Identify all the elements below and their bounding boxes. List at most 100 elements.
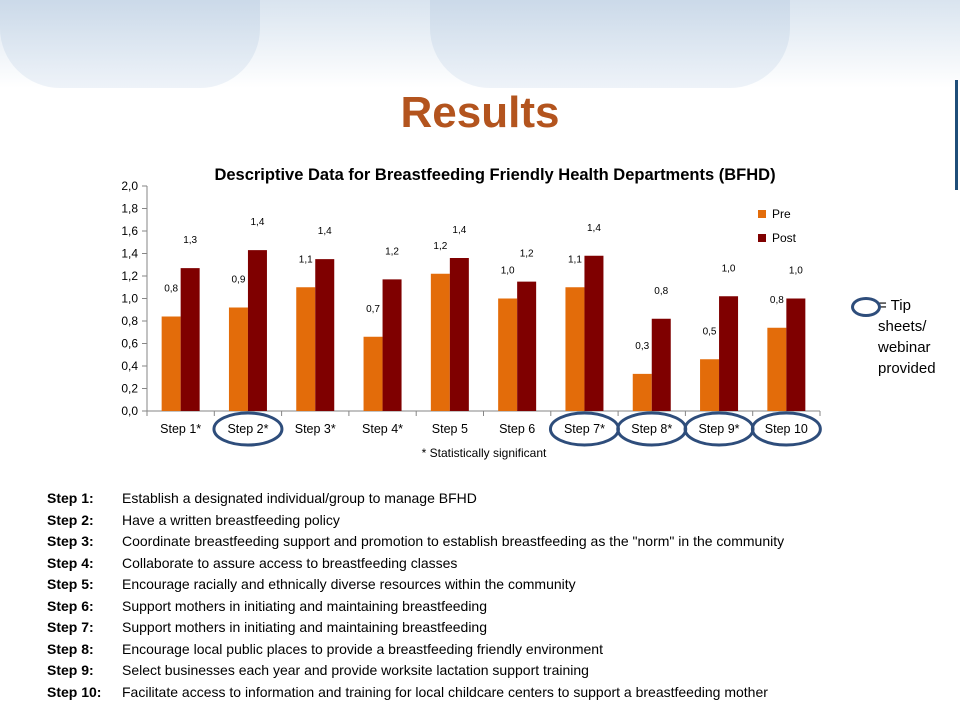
tip-sheet-note: = Tip sheets/ webinar provided	[850, 295, 940, 379]
step-description: Encourage local public places to provide…	[122, 640, 603, 657]
step-legend-list: Step 1: Establish a designated individual…	[47, 488, 947, 703]
x-category-label: Step 4*	[362, 422, 403, 436]
x-category-label: Step 6	[499, 422, 535, 436]
data-label: 1,2	[433, 241, 447, 252]
step-row: Step 1: Establish a designated individual…	[47, 488, 947, 510]
bar-post	[382, 279, 402, 411]
step-row: Step 5: Encourage racially and ethnically…	[47, 574, 947, 596]
x-category-label: Step 5	[432, 422, 468, 436]
step-description: Encourage racially and ethnically divers…	[122, 576, 576, 592]
step-label: Step 6:	[47, 597, 94, 614]
data-label: 0,9	[231, 275, 245, 286]
step-label: Step 5:	[47, 576, 94, 592]
bar-pre	[632, 373, 652, 411]
y-tick-label: 1,8	[121, 202, 138, 216]
y-tick-label: 1,2	[121, 269, 138, 283]
data-label: 0,8	[654, 286, 668, 297]
bar-pre	[161, 316, 181, 411]
step-row: Step 6: Support mothers in initiating and…	[47, 596, 947, 618]
step-row: Step 8: Encourage local public places to …	[47, 639, 947, 661]
y-tick-label: 0,4	[121, 359, 138, 373]
chart-footnote: * Statistically significant	[422, 446, 547, 460]
step-description: Collaborate to assure access to breastfe…	[122, 554, 458, 571]
step-label: Step 10:	[47, 683, 102, 700]
data-label: 1,4	[452, 225, 466, 236]
y-tick-label: 1,0	[121, 292, 138, 306]
step-description: Support mothers in initiating and mainta…	[122, 619, 488, 635]
data-label: 0,8	[770, 295, 784, 306]
legend-swatch	[758, 234, 766, 242]
bar-post	[719, 296, 739, 411]
header-decoration	[430, 0, 790, 88]
x-category-label: Step 7*	[564, 422, 605, 436]
x-category-label: Step 8*	[631, 422, 672, 436]
bar-pre	[700, 359, 720, 411]
data-label: 0,8	[164, 284, 178, 295]
data-label: 1,4	[587, 223, 601, 234]
legend-label: Post	[772, 231, 797, 245]
accent-line	[955, 80, 958, 190]
step-description: Support mothers in initiating and mainta…	[122, 597, 488, 614]
step-row: Step 3: Coordinate breastfeeding support …	[47, 531, 947, 553]
legend-label: Pre	[772, 207, 791, 221]
slide-title: Results	[400, 88, 560, 137]
x-category-label: Step 1*	[160, 422, 201, 436]
y-tick-label: 0,8	[121, 314, 138, 328]
bar-pre	[767, 327, 787, 411]
step-row: Step 7: Support mothers in initiating and…	[47, 617, 947, 639]
bar-chart: Descriptive Data for Breastfeeding Frien…	[121, 166, 822, 460]
step-label: Step 9:	[47, 662, 94, 678]
step-label: Step 3:	[47, 533, 94, 549]
bar-post	[786, 298, 806, 411]
tip-sheet-note-text: = Tip sheets/ webinar provided	[878, 297, 936, 377]
bar-pre	[498, 298, 518, 411]
bar-pre	[228, 307, 248, 411]
y-tick-label: 1,6	[121, 224, 138, 238]
data-label: 1,0	[789, 266, 803, 277]
y-tick-label: 0,6	[121, 337, 138, 351]
step-label: Step 8:	[47, 640, 94, 657]
data-label: 1,4	[250, 217, 264, 228]
bar-pre	[430, 273, 450, 411]
step-description: Select businesses each year and provide …	[122, 662, 589, 678]
highlight-circle	[750, 411, 822, 447]
step-label: Step 4:	[47, 554, 94, 571]
bar-post	[517, 281, 537, 411]
y-tick-label: 1,4	[121, 247, 138, 261]
step-description: Establish a designated individual/group …	[122, 490, 477, 506]
bar-post	[584, 255, 604, 411]
step-label: Step 2:	[47, 511, 94, 528]
step-label: Step 1:	[47, 490, 94, 506]
bar-post	[449, 258, 469, 411]
x-category-label: Step 2*	[227, 422, 268, 436]
step-label: Step 7:	[47, 619, 94, 635]
bar-pre	[296, 287, 316, 411]
x-category-label: Step 9*	[699, 422, 740, 436]
step-description: Coordinate breastfeeding support and pro…	[122, 533, 785, 549]
header-decoration	[0, 0, 260, 88]
data-label: 1,4	[318, 226, 332, 237]
tip-sheet-circle-icon	[851, 297, 881, 317]
legend-swatch	[758, 210, 766, 218]
step-row: Step 2: Have a written breastfeeding poli…	[47, 510, 947, 532]
step-description: Have a written breastfeeding policy	[122, 511, 340, 528]
data-label: 1,0	[501, 266, 515, 277]
step-row: Step 4: Collaborate to assure access to b…	[47, 553, 947, 575]
data-label: 1,2	[385, 246, 399, 257]
y-tick-label: 2,0	[121, 179, 138, 193]
y-tick-label: 0,0	[121, 404, 138, 418]
bar-pre	[363, 336, 383, 411]
data-label: 0,5	[703, 326, 717, 337]
step-description: Facilitate access to information and tra…	[122, 683, 768, 700]
data-label: 0,3	[635, 341, 649, 352]
highlight-circle	[212, 411, 284, 447]
data-label: 1,1	[568, 254, 582, 265]
bar-post	[247, 250, 267, 411]
data-label: 1,0	[722, 263, 736, 274]
data-label: 1,1	[299, 254, 313, 265]
x-category-label: Step 10	[765, 422, 808, 436]
bar-post	[315, 259, 335, 411]
bar-pre	[565, 287, 585, 411]
bar-post	[651, 318, 671, 411]
data-label: 0,7	[366, 304, 380, 315]
